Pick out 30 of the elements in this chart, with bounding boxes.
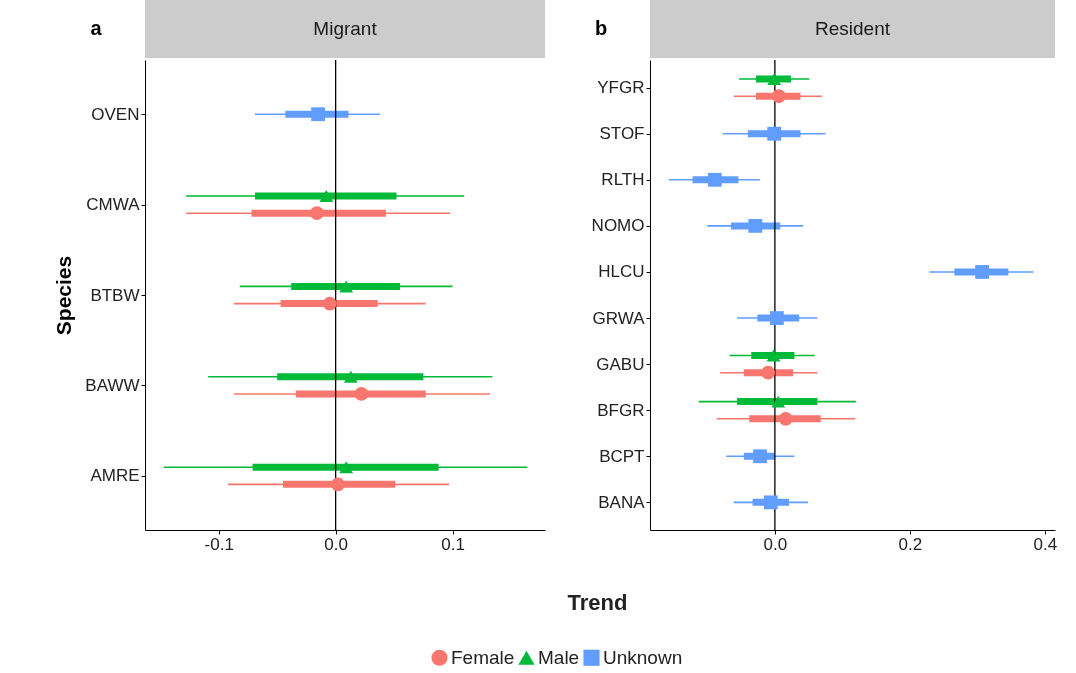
x-tick-label: 0.2 [898,534,923,554]
legend-label: Male [538,646,580,668]
y-axis-title: Species [52,255,76,336]
y-tick-label: YFGR [597,78,645,98]
y-tick-label: CMWA [86,195,141,215]
chart-title: Migrant [313,18,378,39]
x-axis-title: Trend [567,589,628,615]
y-tick-label: BFGR [597,400,645,420]
legend-label: Unknown [603,646,683,668]
text: b [594,17,608,39]
x-tick-label: 0.1 [441,534,465,554]
y-tick-label: RLTH [601,170,645,190]
y-tick-label: STOF [599,124,645,144]
text: a [90,17,103,39]
chart-title: Resident [815,18,891,39]
y-tick-label: OVEN [91,104,140,124]
y-tick-label: HLCU [598,262,645,282]
y-tick-label: BCPT [599,446,645,466]
y-tick-label: AMRE [90,466,140,486]
y-tick-label: BAWW [85,375,140,395]
x-tick-label: 0.0 [763,534,788,554]
x-tick-label: 0.0 [324,534,348,554]
y-tick-label: BANA [598,492,646,512]
y-tick-label: NOMO [591,216,645,236]
x-tick-label: -0.1 [204,534,234,554]
legend-label: Female [451,646,515,668]
x-tick-label: 0.4 [1033,534,1058,554]
y-tick-label: BTBW [90,285,140,305]
y-tick-label: GRWA [592,308,646,328]
y-tick-label: GABU [596,354,645,374]
